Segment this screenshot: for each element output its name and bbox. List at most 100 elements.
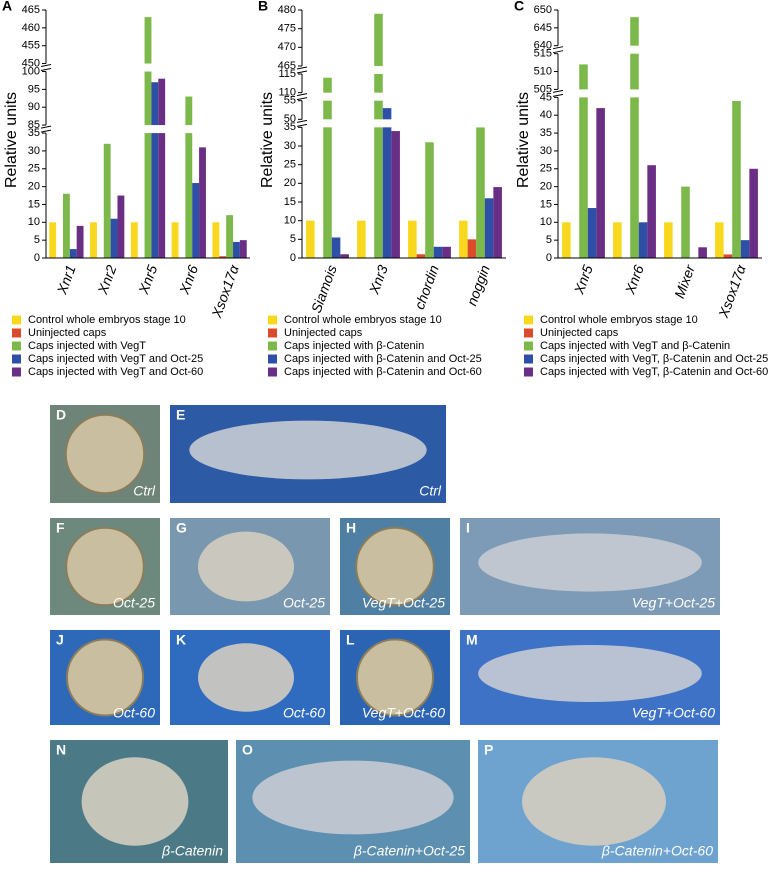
y-tick-label: 470 xyxy=(278,41,296,53)
photo-caption: Oct-60 xyxy=(283,705,325,721)
bar xyxy=(613,222,622,258)
break-mark xyxy=(552,46,564,50)
break-mark xyxy=(296,66,308,70)
panel-label: A xyxy=(2,0,12,14)
y-axis-title: Relative units xyxy=(515,92,532,188)
bar xyxy=(357,220,366,258)
y-tick-label: 465 xyxy=(278,60,296,72)
bar xyxy=(306,220,315,258)
x-tick-label: Xnr3 xyxy=(365,263,391,297)
bar xyxy=(459,220,468,258)
bar xyxy=(212,222,220,258)
legend-label: Control whole embryos stage 10 xyxy=(28,314,186,326)
legend-label: Caps injected with VegT xyxy=(28,340,146,352)
legend-label: Control whole embryos stage 10 xyxy=(284,314,442,326)
legend-swatch xyxy=(12,367,21,377)
legend-swatch xyxy=(524,328,533,338)
photo-caption: β-Catenin xyxy=(161,843,223,859)
break-mark xyxy=(40,125,52,129)
legend-swatch xyxy=(524,315,533,325)
y-tick-label: 465 xyxy=(22,4,40,16)
bar xyxy=(467,239,477,258)
bar xyxy=(340,254,349,258)
y-tick-label: 0 xyxy=(34,252,40,264)
y-tick-label: 20 xyxy=(28,181,40,193)
y-tick-label: 15 xyxy=(28,198,40,210)
bar xyxy=(185,96,193,259)
y-tick-label: 115 xyxy=(278,68,296,80)
bar xyxy=(90,222,97,258)
photo-caption: VegT+Oct-25 xyxy=(632,595,715,611)
y-tick-label: 90 xyxy=(28,101,40,113)
break-mark xyxy=(296,93,308,97)
bar xyxy=(62,193,70,258)
photo-caption: Oct-25 xyxy=(283,595,325,611)
panel-label: B xyxy=(258,0,268,14)
embryo xyxy=(66,638,144,717)
bar xyxy=(740,240,750,258)
legend-swatch xyxy=(12,341,21,351)
break-mark xyxy=(296,97,308,101)
y-tick-label: 5 xyxy=(546,234,552,246)
y-tick-label: 25 xyxy=(284,159,296,171)
x-tick-label: Mixer xyxy=(671,262,698,301)
bar xyxy=(151,82,159,258)
x-tick-label: Xnr1 xyxy=(53,263,78,297)
bar xyxy=(698,247,707,258)
bar xyxy=(425,142,434,258)
photo-caption: Ctrl xyxy=(133,483,156,499)
legend-label: Control whole embryos stage 10 xyxy=(540,314,698,326)
bar xyxy=(117,195,125,258)
bar xyxy=(723,254,733,258)
photo-label: L xyxy=(346,632,355,648)
embryo xyxy=(198,531,294,602)
embryo xyxy=(64,413,146,495)
embryo xyxy=(198,643,294,712)
y-tick-label: 20 xyxy=(540,181,552,193)
bar xyxy=(192,183,200,258)
bar xyxy=(647,165,656,258)
panel-label: C xyxy=(514,0,524,14)
bar xyxy=(562,222,571,258)
y-tick-label: 85 xyxy=(28,119,40,131)
legend-swatch xyxy=(524,354,533,364)
legend-swatch xyxy=(12,328,21,338)
y-tick-label: 650 xyxy=(534,4,552,16)
legend-label: Caps injected with β-Catenin and Oct-60 xyxy=(284,366,482,378)
photo-caption: VegT+Oct-60 xyxy=(362,705,445,721)
axis-break xyxy=(298,92,508,101)
bar xyxy=(630,17,639,259)
y-tick-label: 20 xyxy=(284,177,296,189)
x-tick-label: Xnr6 xyxy=(621,263,647,297)
bar xyxy=(76,225,84,258)
bar xyxy=(408,220,417,258)
y-tick-label: 100 xyxy=(22,65,40,77)
x-tick-label: Siamois xyxy=(308,263,340,315)
bar xyxy=(484,198,494,258)
bar xyxy=(331,237,341,258)
bar xyxy=(681,186,690,258)
bar xyxy=(391,131,400,258)
legend-swatch xyxy=(524,367,533,377)
y-tick-label: 30 xyxy=(28,145,40,157)
break-mark xyxy=(552,50,564,54)
embryo xyxy=(522,757,666,846)
x-tick-label: Xsox17α xyxy=(715,262,749,321)
legend-swatch xyxy=(268,328,277,338)
break-mark xyxy=(552,93,564,97)
embryo xyxy=(356,638,434,717)
y-tick-label: 455 xyxy=(22,40,40,52)
y-tick-label: 25 xyxy=(28,163,40,175)
photo-label: E xyxy=(176,407,185,423)
y-tick-label: 5 xyxy=(290,233,296,245)
y-tick-label: 40 xyxy=(540,109,552,121)
axis-break xyxy=(42,63,252,72)
y-tick-label: 35 xyxy=(540,127,552,139)
break-mark xyxy=(296,123,308,127)
embryo xyxy=(81,757,189,846)
y-tick-label: 460 xyxy=(22,22,40,34)
legend-label: Caps injected with VegT, β-Catenin and O… xyxy=(540,353,768,365)
bar xyxy=(442,246,451,258)
x-tick-label: Xnr2 xyxy=(94,263,120,297)
